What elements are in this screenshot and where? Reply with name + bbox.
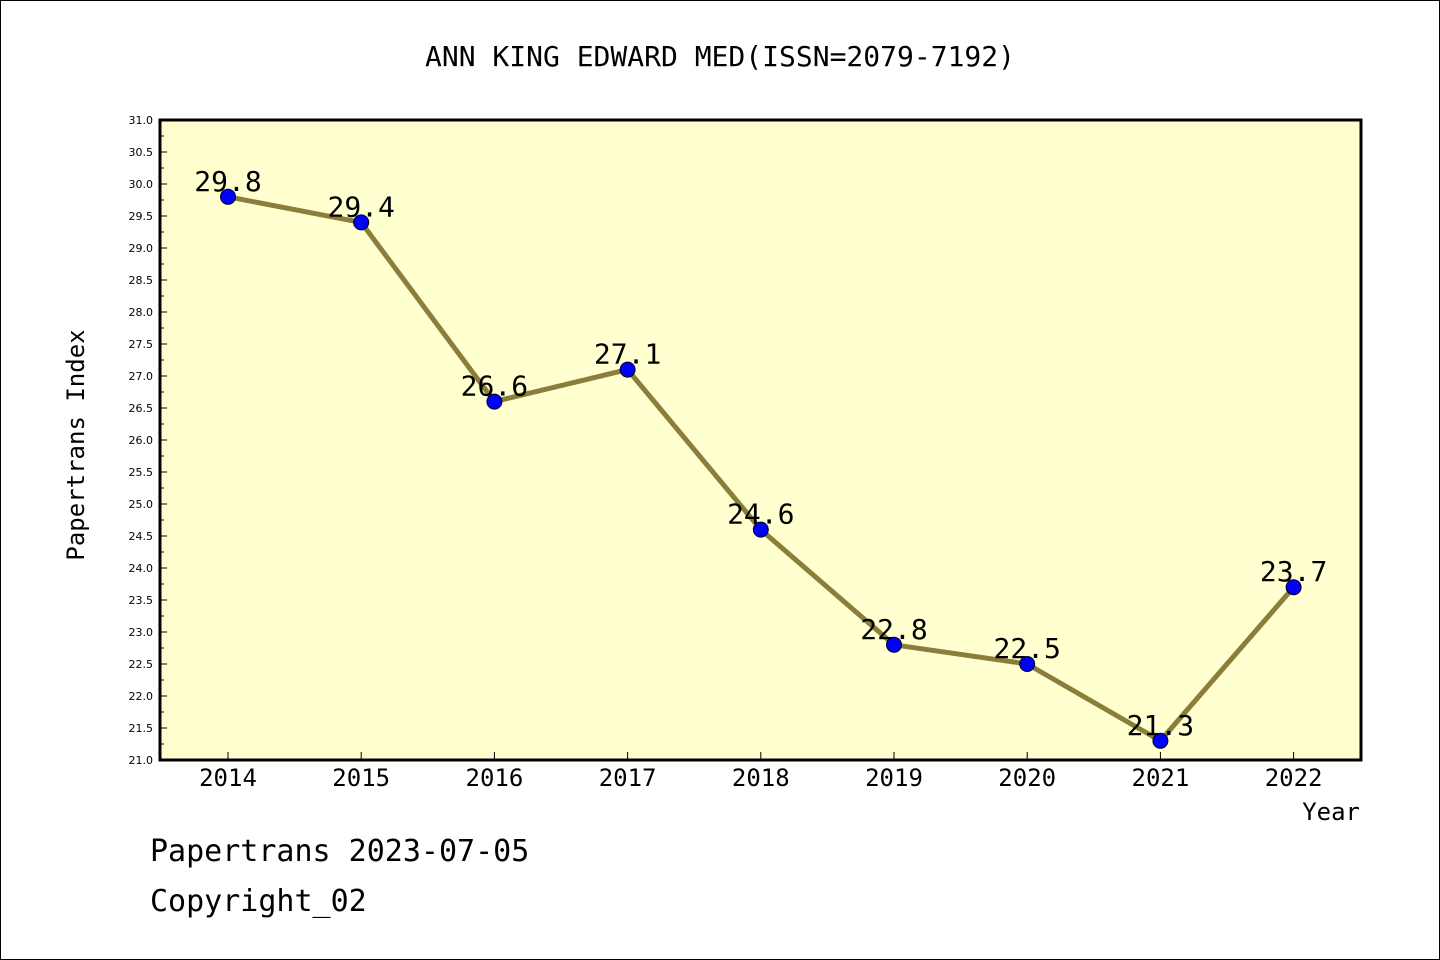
x-axis-label: Year bbox=[1302, 798, 1360, 826]
y-tick-label: 29.0 bbox=[129, 242, 154, 255]
y-tick-label: 24.0 bbox=[129, 562, 154, 575]
y-tick-label: 31.0 bbox=[129, 114, 154, 127]
y-tick-label: 26.0 bbox=[129, 434, 154, 447]
y-tick-label: 21.0 bbox=[129, 754, 154, 767]
data-point-marker bbox=[486, 393, 503, 410]
data-point-marker bbox=[220, 188, 236, 205]
y-tick-label: 30.5 bbox=[129, 146, 154, 159]
y-tick-label: 24.5 bbox=[129, 530, 154, 543]
data-label: 22.8 bbox=[860, 613, 927, 646]
x-tick-label: 2015 bbox=[332, 764, 390, 792]
data-point-marker bbox=[353, 214, 370, 231]
data-point-marker bbox=[752, 521, 769, 538]
data-label: 29.4 bbox=[327, 190, 394, 223]
data-label: 24.6 bbox=[727, 498, 794, 531]
data-label: 26.6 bbox=[461, 370, 528, 403]
data-label: 23.7 bbox=[1260, 555, 1327, 588]
footer-copyright-text: Copyright_02 bbox=[150, 884, 367, 919]
y-tick-label: 26.5 bbox=[129, 402, 154, 415]
data-label: 21.3 bbox=[1127, 709, 1194, 742]
y-tick-label: 22.5 bbox=[129, 658, 154, 671]
y-axis-label: Papertrans Index bbox=[62, 329, 90, 560]
x-tick-label: 2020 bbox=[998, 764, 1056, 792]
y-tick-label: 22.0 bbox=[129, 690, 154, 703]
y-tick-label: 28.5 bbox=[129, 274, 154, 287]
data-point-marker bbox=[1152, 732, 1169, 749]
chart-title: ANN KING EDWARD MED(ISSN=2079-7192) bbox=[425, 40, 1015, 73]
data-point-marker bbox=[1285, 579, 1302, 596]
data-point-marker bbox=[1019, 656, 1036, 672]
y-tick-label: 25.0 bbox=[129, 498, 154, 511]
y-tick-label: 27.5 bbox=[129, 338, 154, 351]
data-point-marker bbox=[619, 361, 636, 378]
x-tick-label: 2019 bbox=[865, 764, 923, 792]
y-tick-label: 23.0 bbox=[129, 626, 154, 639]
footer-generated-text: Papertrans 2023-07-05 bbox=[150, 834, 530, 869]
series-layer: 29.8 29.4 26.6 27.1 24.6 22.8 22.5 21.3 23.7 bbox=[194, 165, 1327, 749]
y-tick-label: 27.0 bbox=[129, 370, 154, 383]
x-tick-label: 2021 bbox=[1132, 764, 1190, 792]
y-tick-label: 30.0 bbox=[129, 178, 154, 191]
y-axis-ticks: 21.0 21.5 22.0 22.5 23.0 23.5 24.0 24.5 25.0 25.5… bbox=[129, 114, 167, 767]
y-tick-label: 25.5 bbox=[129, 466, 154, 479]
x-tick-label: 2014 bbox=[199, 764, 257, 792]
y-tick-label: 23.5 bbox=[129, 594, 154, 607]
data-label: 22.5 bbox=[993, 632, 1060, 665]
x-axis-ticks: 2014 2015 2016 2017 2018 2019 2020 2021 2022 bbox=[199, 752, 1322, 792]
y-tick-label: 21.5 bbox=[129, 722, 154, 735]
x-tick-label: 2017 bbox=[599, 764, 657, 792]
x-tick-label: 2018 bbox=[732, 764, 790, 792]
x-tick-label: 2016 bbox=[466, 764, 524, 792]
data-point-marker bbox=[886, 636, 902, 653]
x-tick-label: 2022 bbox=[1265, 764, 1323, 792]
y-tick-label: 28.0 bbox=[129, 306, 154, 319]
y-tick-label: 29.5 bbox=[129, 210, 154, 223]
data-label: 29.8 bbox=[194, 165, 261, 198]
data-label: 27.1 bbox=[594, 338, 661, 371]
